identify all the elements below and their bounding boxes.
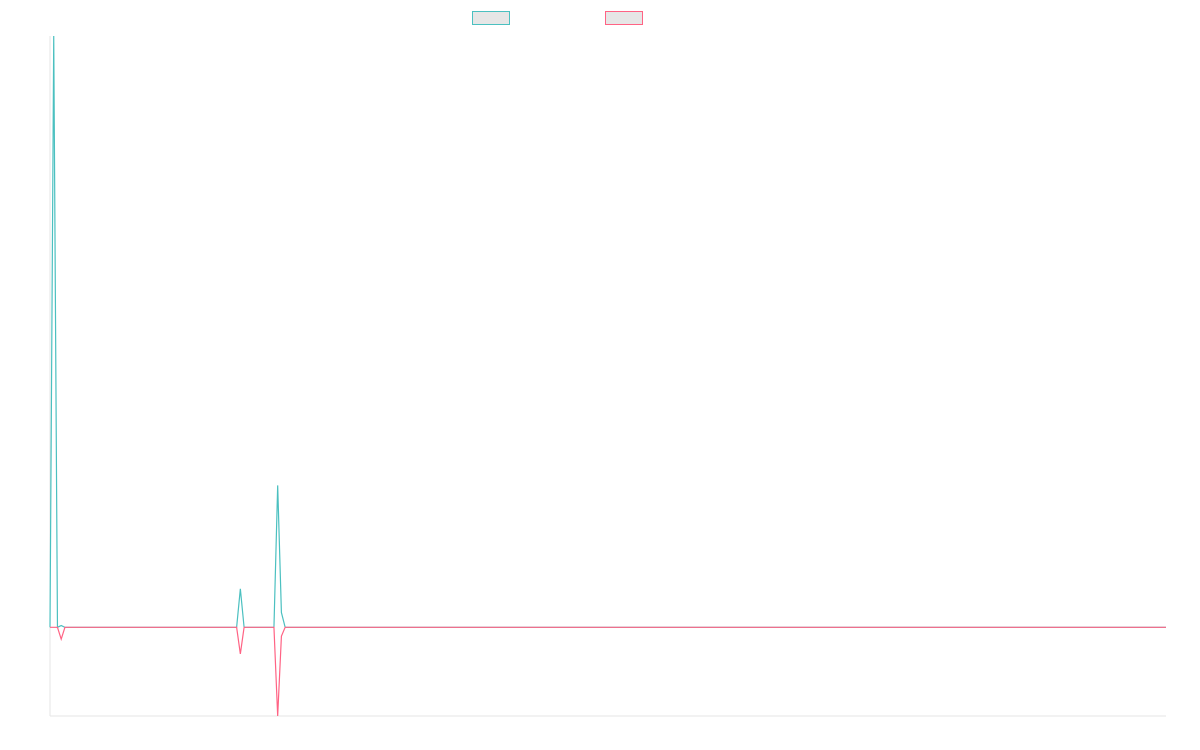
series-line-2[interactable] (50, 626, 1166, 717)
legend-swatch-series-1 (472, 11, 510, 25)
legend-item-series-1[interactable] (472, 9, 516, 27)
series-line-1[interactable] (49, 35, 1166, 629)
chart-legend (0, 9, 1200, 27)
legend-item-series-2[interactable] (605, 9, 649, 27)
legend-swatch-series-2 (605, 11, 643, 25)
